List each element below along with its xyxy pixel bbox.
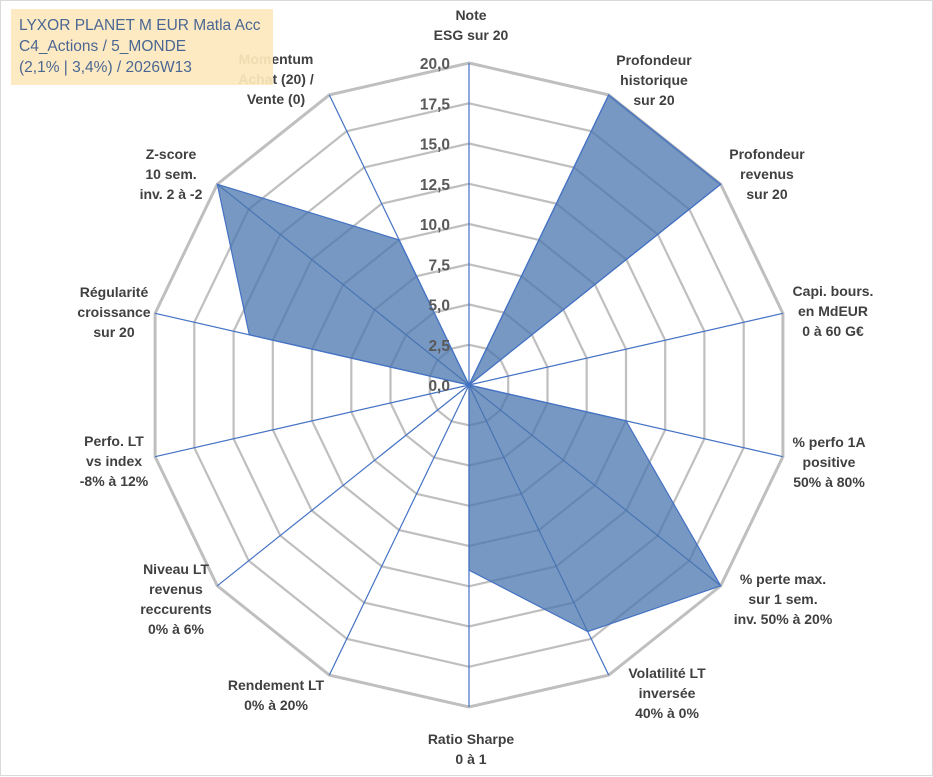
axis-label-line: reccurents <box>140 601 212 617</box>
fund-name: LYXOR PLANET M EUR Matla Acc <box>19 15 265 36</box>
axis-label: Perfo. LT vs index -8% à 12% <box>80 433 149 489</box>
axis-label-line: Perfo. LT <box>84 433 144 449</box>
axis-label-line: 0% à 20% <box>244 697 308 713</box>
axis-label-line: 0 à 60 G€ <box>802 323 864 339</box>
axis-label-line: Profondeur <box>616 52 692 68</box>
axis-label-line: 50% à 80% <box>793 474 865 490</box>
axis-label-line: inversée <box>639 685 696 701</box>
axis-label: Régularité croissance sur 20 <box>77 284 150 340</box>
fund-category: C4_Actions / 5_MONDE <box>19 36 265 57</box>
tick-label: 0,0 <box>428 378 450 395</box>
axis-label: Note ESG sur 20 <box>434 7 509 43</box>
axis-label-line: Volatilité LT <box>628 665 706 681</box>
axis-label-line: inv. 2 à -2 <box>140 186 203 202</box>
axis-label-line: Note <box>455 7 486 23</box>
axis-label-line: positive <box>803 454 856 470</box>
axis-label: Volatilité LT inversée 40% à 0% <box>628 665 706 721</box>
tick-label: 10,0 <box>420 217 450 234</box>
axis-label: Niveau LT revenus reccurents 0% à 6% <box>140 561 212 637</box>
tick-label: 20,0 <box>420 56 450 73</box>
axis-label-line: Profondeur <box>729 146 805 162</box>
tick-label: 7,5 <box>428 257 450 274</box>
axis-label-line: sur 20 <box>746 186 787 202</box>
fund-title-box: LYXOR PLANET M EUR Matla Acc C4_Actions … <box>11 9 273 85</box>
axis-label-line: revenus <box>149 581 203 597</box>
axis-label-line: Vente (0) <box>247 91 305 107</box>
axis-label-line: 0% à 6% <box>148 621 205 637</box>
axis-label-line: Z-score <box>146 146 197 162</box>
axis-label-line: Régularité <box>80 284 149 300</box>
tick-label: 12,5 <box>420 177 451 194</box>
axis-label: % perte max. sur 1 sem. inv. 50% à 20% <box>734 571 833 627</box>
axis-label: Z-score 10 sem. inv. 2 à -2 <box>140 146 203 202</box>
axis-label-line: historique <box>620 72 688 88</box>
axis-label-line: sur 20 <box>93 324 134 340</box>
tick-label: 2,5 <box>428 338 450 355</box>
axis-label-line: Capi. bours. <box>793 283 874 299</box>
axis-label: % perfo 1A positive 50% à 80% <box>792 434 865 490</box>
axis-label-line: -8% à 12% <box>80 473 149 489</box>
axis-label-line: inv. 50% à 20% <box>734 611 833 627</box>
tick-label: 17,5 <box>420 96 451 113</box>
axis-label-line: sur 20 <box>633 92 674 108</box>
axis-label: Capi. bours. en MdEUR 0 à 60 G€ <box>793 283 874 339</box>
axis-label: Profondeur revenus sur 20 <box>729 146 805 202</box>
axis-label-line: vs index <box>86 453 142 469</box>
axis-label-line: Niveau LT <box>143 561 209 577</box>
axis-label: Profondeur historique sur 20 <box>616 52 692 108</box>
axis-label-line: 0 à 1 <box>455 751 486 767</box>
axis-label-line: revenus <box>740 166 794 182</box>
axis-label-line: 40% à 0% <box>635 705 699 721</box>
axis-label-line: en MdEUR <box>798 303 868 319</box>
axis-label-line: 10 sem. <box>145 166 196 182</box>
axis-label-line: croissance <box>77 304 150 320</box>
axis-label-line: sur 1 sem. <box>748 591 817 607</box>
axis-label: Rendement LT 0% à 20% <box>228 677 325 713</box>
tick-label: 5,0 <box>428 298 450 315</box>
axis-label-line: Rendement LT <box>228 677 325 693</box>
fund-period: (2,1% | 3,4%) / 2026W13 <box>19 57 265 78</box>
axis-label-line: Ratio Sharpe <box>428 731 515 747</box>
axis-label-line: % perfo 1A <box>792 434 865 450</box>
axis-label-line: ESG sur 20 <box>434 27 509 43</box>
axis-label: Ratio Sharpe 0 à 1 <box>428 731 515 767</box>
tick-label: 15,0 <box>420 137 450 154</box>
radial-axis-line <box>329 385 469 675</box>
axis-label-line: % perte max. <box>740 571 826 587</box>
